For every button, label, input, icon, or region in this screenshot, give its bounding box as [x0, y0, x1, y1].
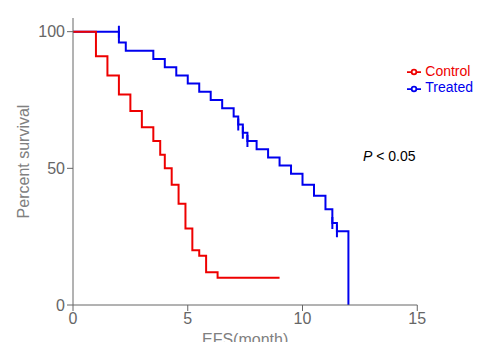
- svg-text:0: 0: [56, 297, 65, 314]
- svg-text:Percent survival: Percent survival: [15, 105, 32, 219]
- html-text:P < 0.05: P < 0.05: [363, 148, 416, 164]
- svg-text:5: 5: [183, 310, 192, 327]
- svg-text:10: 10: [294, 310, 312, 327]
- svg-text:100: 100: [38, 23, 65, 40]
- html-text:Treated: Treated: [425, 79, 473, 96]
- html-text:Control: Control: [425, 63, 471, 79]
- svg-text:50: 50: [47, 160, 65, 177]
- svg-text:EFS(month): EFS(month): [202, 331, 288, 342]
- svg-text:15: 15: [408, 310, 426, 327]
- svg-text:0: 0: [69, 310, 78, 327]
